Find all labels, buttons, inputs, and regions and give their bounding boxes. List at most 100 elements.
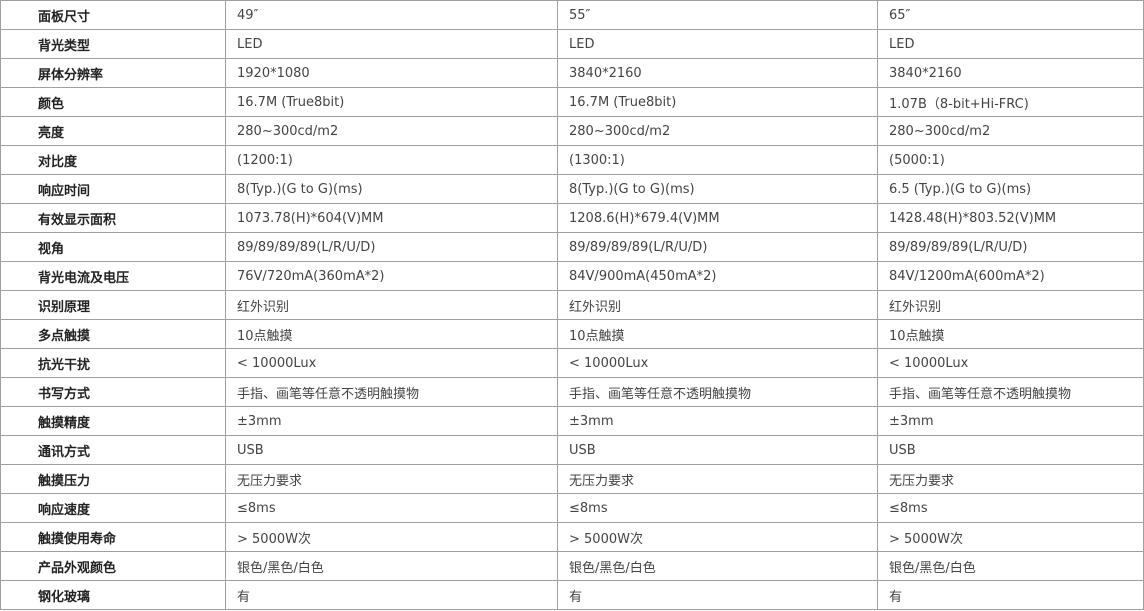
row-header: 面板尺寸 xyxy=(0,0,226,30)
table-row: 抗光干扰 < 10000Lux < 10000Lux < 10000Lux xyxy=(0,348,1144,378)
spec-cell: 1.07B（8-bit+Hi-FRC) xyxy=(877,87,1144,117)
row-header: 抗光干扰 xyxy=(0,348,226,378)
spec-cell: USB xyxy=(225,435,558,465)
spec-cell: 有 xyxy=(225,580,558,610)
row-header: 书写方式 xyxy=(0,377,226,407)
spec-cell: 84V/900mA(450mA*2) xyxy=(557,261,878,291)
row-header: 通讯方式 xyxy=(0,435,226,465)
table-row: 颜色 16.7M (True8bit) 16.7M (True8bit) 1.07B（… xyxy=(0,87,1144,117)
spec-cell: ≤8ms xyxy=(877,493,1144,523)
table-row: 触摸精度 ±3mm ±3mm ±3mm xyxy=(0,406,1144,436)
spec-cell: > 5000W次 xyxy=(557,522,878,552)
table-row: 背光类型 LED LED LED xyxy=(0,29,1144,59)
table-row: 响应速度 ≤8ms ≤8ms ≤8ms xyxy=(0,493,1144,523)
spec-cell: 银色/黑色/白色 xyxy=(877,551,1144,581)
table-row: 通讯方式 USB USB USB xyxy=(0,435,1144,465)
row-header: 对比度 xyxy=(0,145,226,175)
row-header: 背光电流及电压 xyxy=(0,261,226,291)
spec-cell: 红外识别 xyxy=(225,290,558,320)
spec-cell: < 10000Lux xyxy=(225,348,558,378)
spec-cell: < 10000Lux xyxy=(557,348,878,378)
spec-cell: ±3mm xyxy=(877,406,1144,436)
spec-cell: 3840*2160 xyxy=(877,58,1144,88)
spec-cell: > 5000W次 xyxy=(877,522,1144,552)
spec-cell: 银色/黑色/白色 xyxy=(225,551,558,581)
spec-cell: 89/89/89/89(L/R/U/D) xyxy=(877,232,1144,262)
table-row: 视角 89/89/89/89(L/R/U/D) 89/89/89/89(L/R/U/… xyxy=(0,232,1144,262)
row-header: 触摸精度 xyxy=(0,406,226,436)
spec-cell: 1208.6(H)*679.4(V)MM xyxy=(557,203,878,233)
spec-cell: LED xyxy=(557,29,878,59)
row-header: 亮度 xyxy=(0,116,226,146)
table-row: 背光电流及电压 76V/720mA(360mA*2) 84V/900mA(450mA… xyxy=(0,261,1144,291)
row-header: 背光类型 xyxy=(0,29,226,59)
table-row: 触摸使用寿命 > 5000W次 > 5000W次 > 5000W次 xyxy=(0,522,1144,552)
spec-cell: 8(Typ.)(G to G)(ms) xyxy=(557,174,878,204)
row-header: 触摸压力 xyxy=(0,464,226,494)
row-header: 钢化玻璃 xyxy=(0,580,226,610)
spec-cell: 8(Typ.)(G to G)(ms) xyxy=(225,174,558,204)
spec-cell: 280~300cd/m2 xyxy=(877,116,1144,146)
table-row: 多点触摸 10点触摸 10点触摸 10点触摸 xyxy=(0,319,1144,349)
spec-cell: 49″ xyxy=(225,0,558,30)
spec-cell: 有 xyxy=(557,580,878,610)
spec-cell: ±3mm xyxy=(225,406,558,436)
spec-cell: 10点触摸 xyxy=(557,319,878,349)
row-header: 响应时间 xyxy=(0,174,226,204)
table-row: 对比度 (1200:1) (1300:1) (5000:1) xyxy=(0,145,1144,175)
spec-cell: LED xyxy=(225,29,558,59)
spec-cell: (1200:1) xyxy=(225,145,558,175)
spec-cell: LED xyxy=(877,29,1144,59)
row-header: 多点触摸 xyxy=(0,319,226,349)
spec-cell: 1428.48(H)*803.52(V)MM xyxy=(877,203,1144,233)
row-header: 屏体分辨率 xyxy=(0,58,226,88)
table-row: 触摸压力 无压力要求 无压力要求 无压力要求 xyxy=(0,464,1144,494)
table-row: 书写方式 手指、画笔等任意不透明触摸物 手指、画笔等任意不透明触摸物 手指、画笔等任意… xyxy=(0,377,1144,407)
spec-cell: 89/89/89/89(L/R/U/D) xyxy=(225,232,558,262)
spec-cell: 16.7M (True8bit) xyxy=(225,87,558,117)
row-header: 视角 xyxy=(0,232,226,262)
table-row: 面板尺寸 49″ 55″ 65″ xyxy=(0,0,1144,30)
row-header: 响应速度 xyxy=(0,493,226,523)
spec-cell: 红外识别 xyxy=(877,290,1144,320)
row-header: 识别原理 xyxy=(0,290,226,320)
spec-cell: USB xyxy=(557,435,878,465)
row-header: 触摸使用寿命 xyxy=(0,522,226,552)
table-row: 钢化玻璃有有有 xyxy=(0,580,1144,610)
spec-cell: 手指、画笔等任意不透明触摸物 xyxy=(557,377,878,407)
spec-cell: 84V/1200mA(600mA*2) xyxy=(877,261,1144,291)
spec-cell: 手指、画笔等任意不透明触摸物 xyxy=(877,377,1144,407)
spec-cell: ±3mm xyxy=(557,406,878,436)
spec-cell: 有 xyxy=(877,580,1144,610)
spec-cell: 1920*1080 xyxy=(225,58,558,88)
spec-cell: 手指、画笔等任意不透明触摸物 xyxy=(225,377,558,407)
spec-cell: < 10000Lux xyxy=(877,348,1144,378)
spec-cell: 280~300cd/m2 xyxy=(557,116,878,146)
spec-cell: ≤8ms xyxy=(557,493,878,523)
spec-cell: 10点触摸 xyxy=(877,319,1144,349)
spec-cell: 89/89/89/89(L/R/U/D) xyxy=(557,232,878,262)
spec-cell: 无压力要求 xyxy=(557,464,878,494)
spec-cell: 无压力要求 xyxy=(225,464,558,494)
row-header: 产品外观颜色 xyxy=(0,551,226,581)
spec-cell: ≤8ms xyxy=(225,493,558,523)
spec-cell: 280~300cd/m2 xyxy=(225,116,558,146)
table-row: 亮度 280~300cd/m2 280~300cd/m2 280~300cd/m2 xyxy=(0,116,1144,146)
spec-cell: 10点触摸 xyxy=(225,319,558,349)
spec-cell: USB xyxy=(877,435,1144,465)
spec-cell: (5000:1) xyxy=(877,145,1144,175)
spec-cell: 6.5 (Typ.)(G to G)(ms) xyxy=(877,174,1144,204)
spec-cell: 红外识别 xyxy=(557,290,878,320)
spec-cell: 55″ xyxy=(557,0,878,30)
spec-cell: 16.7M (True8bit) xyxy=(557,87,878,117)
spec-cell: 无压力要求 xyxy=(877,464,1144,494)
spec-cell: (1300:1) xyxy=(557,145,878,175)
spec-cell: 1073.78(H)*604(V)MM xyxy=(225,203,558,233)
spec-cell: > 5000W次 xyxy=(225,522,558,552)
table-row: 有效显示面积 1073.78(H)*604(V)MM 1208.6(H)*679.4… xyxy=(0,203,1144,233)
row-header: 颜色 xyxy=(0,87,226,117)
spec-cell: 76V/720mA(360mA*2) xyxy=(225,261,558,291)
table-row: 响应时间 8(Typ.)(G to G)(ms) 8(Typ.)(G to G)(m… xyxy=(0,174,1144,204)
